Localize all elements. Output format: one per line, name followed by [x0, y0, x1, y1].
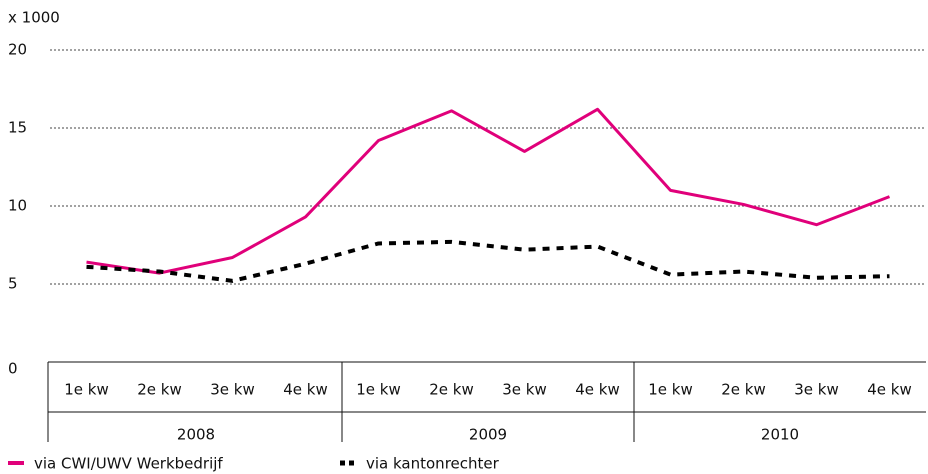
series-line: [86, 239, 890, 283]
series-line: [86, 107, 891, 275]
x-tick-label: 2e kw: [137, 381, 182, 399]
x-tick-label: 1e kw: [648, 381, 693, 399]
y-tick-label: 20: [8, 41, 27, 59]
group-label: 2010: [761, 426, 799, 444]
legend-label: via kantonrechter: [366, 455, 500, 473]
x-tick-label: 3e kw: [210, 381, 255, 399]
x-tick-label: 1e kw: [64, 381, 109, 399]
x-tick-label: 3e kw: [794, 381, 839, 399]
x-tick-label: 1e kw: [356, 381, 401, 399]
group-label: 2008: [177, 426, 215, 444]
group-label: 2009: [469, 426, 507, 444]
x-tick-label: 2e kw: [429, 381, 474, 399]
y-tick-label: 5: [8, 275, 18, 293]
x-tick-label: 4e kw: [867, 381, 912, 399]
y-tick-label: 10: [8, 197, 27, 215]
y-unit-label: x 1000: [8, 9, 60, 27]
y-tick-label: 0: [8, 360, 18, 378]
legend-label: via CWI/UWV Werkbedrijf: [34, 455, 223, 473]
x-tick-label: 4e kw: [283, 381, 328, 399]
y-tick-label: 15: [8, 119, 27, 137]
x-tick-label: 4e kw: [575, 381, 620, 399]
x-tick-label: 3e kw: [502, 381, 547, 399]
x-tick-label: 2e kw: [721, 381, 766, 399]
